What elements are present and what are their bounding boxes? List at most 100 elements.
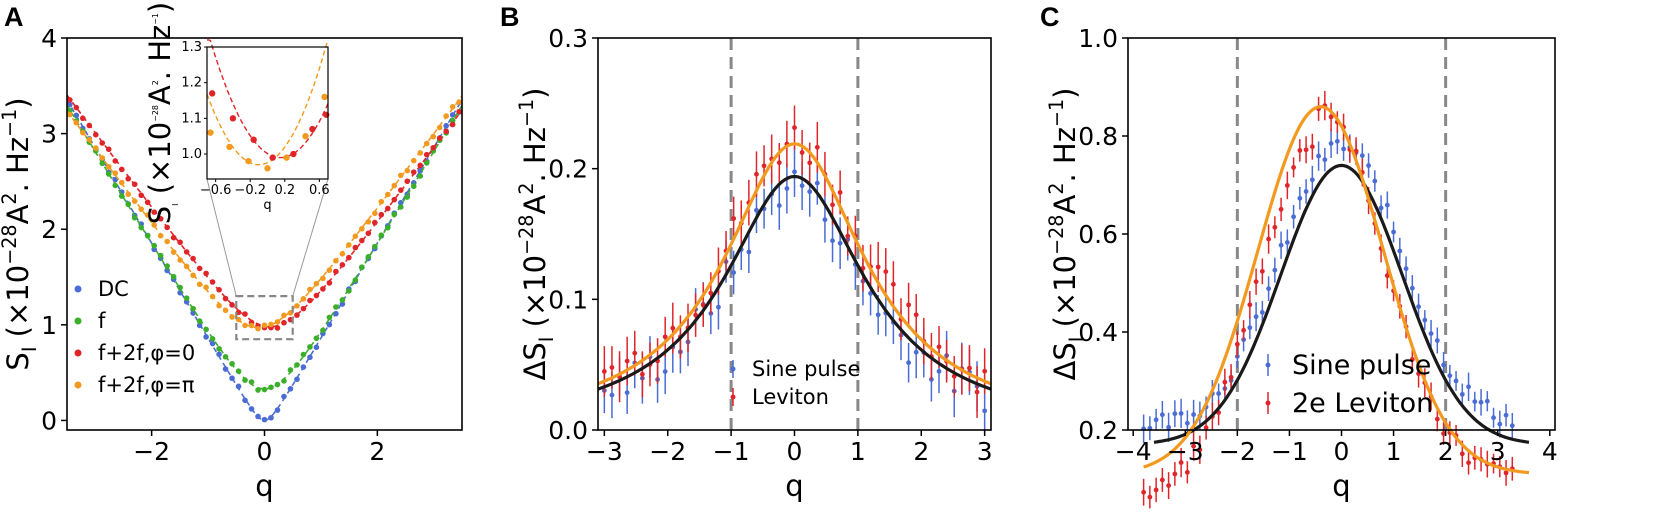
data-point-green: [300, 351, 307, 358]
data-point-green: [326, 314, 333, 321]
data-point-green: [391, 211, 398, 218]
data-point-red: [1284, 182, 1290, 188]
inset-connector: [292, 178, 329, 297]
data-point-orange: [423, 140, 430, 147]
data-point-orange: [73, 119, 80, 126]
data-point-red: [1266, 236, 1271, 242]
inset-point-orange: [245, 157, 252, 165]
data-point-blue: [307, 354, 313, 361]
panel-c-plot-area: [1141, 38, 1530, 509]
data-point-red: [125, 175, 132, 182]
data-point-red: [352, 244, 359, 251]
legend-label: Sine pulse: [752, 357, 860, 381]
data-point-blue: [792, 169, 797, 175]
data-point-blue: [1416, 304, 1421, 310]
data-point-green: [294, 362, 300, 368]
data-point-red: [1159, 477, 1165, 483]
data-point-orange: [365, 219, 372, 225]
data-point-blue: [906, 360, 911, 366]
data-point-red: [300, 305, 307, 312]
data-point-green: [417, 173, 424, 179]
data-point-green: [131, 214, 138, 221]
data-point-red: [708, 290, 714, 296]
data-point-orange: [384, 191, 391, 198]
data-point-green: [242, 377, 248, 383]
data-point-blue: [830, 238, 835, 244]
data-point-red: [67, 97, 73, 103]
inset-bg: [207, 47, 328, 179]
data-point-green: [112, 182, 119, 189]
data-point-orange: [131, 198, 138, 204]
data-point-red: [164, 224, 170, 231]
a-ytick-label: 0: [41, 406, 57, 435]
data-point-red: [423, 151, 430, 158]
data-point-red: [982, 368, 988, 374]
data-point-green: [359, 264, 365, 270]
data-point-blue: [1166, 424, 1172, 430]
b-ytick-label: 0.1: [548, 285, 588, 314]
data-point-orange: [229, 314, 235, 320]
data-point-blue: [982, 408, 988, 414]
legend-marker-blue: [74, 285, 82, 293]
data-point-orange: [410, 157, 417, 164]
data-point-orange: [281, 312, 287, 319]
data-point-blue: [1409, 285, 1415, 291]
inset-point-orange: [321, 93, 328, 101]
data-point-blue: [784, 186, 790, 191]
data-point-green: [125, 201, 132, 208]
inset-xtick-label: −0.2: [234, 183, 266, 198]
data-point-blue: [339, 301, 346, 307]
data-point-red: [1259, 268, 1265, 274]
inset-xtick-label: 0.2: [274, 183, 295, 198]
legend-label: f+2f,φ=0: [98, 341, 195, 365]
data-point-red: [183, 249, 190, 255]
data-point-blue: [209, 340, 216, 347]
inset-point-orange: [207, 129, 214, 136]
data-point-blue: [662, 369, 668, 374]
data-point-orange: [294, 303, 300, 309]
data-point-green: [144, 232, 151, 239]
data-point-red: [443, 128, 450, 135]
data-point-orange: [248, 322, 255, 329]
data-point-red: [313, 292, 320, 299]
data-point-green: [320, 327, 326, 334]
data-point-orange: [125, 191, 132, 198]
a-xtick-label: 0: [257, 437, 273, 466]
legend-marker-orange: [74, 381, 82, 389]
data-point-red: [73, 104, 80, 111]
b-xtick-label: −3: [586, 437, 623, 466]
data-point-orange: [326, 267, 333, 274]
inset-fit-orange: [206, 39, 329, 166]
data-point-red: [397, 187, 404, 193]
data-point-red: [359, 237, 365, 244]
b-xtick-label: 1: [850, 437, 866, 466]
data-point-red: [157, 215, 164, 222]
panel-c-axes: −4 −3 −2 −1 0 1 2 3 4 0.2 0.4 0.6 0.8 1.0 q ΔSI (×10−28…: [1045, 24, 1558, 503]
data-point-red: [830, 202, 835, 208]
data-point-red: [229, 302, 235, 308]
data-point-green: [151, 242, 157, 249]
data-point-red: [1416, 371, 1421, 377]
data-point-green: [164, 263, 170, 269]
inset-y-axis-label: SI (×10−28A2. Hz−1): [143, 2, 180, 225]
panel-letter-c: C: [1040, 2, 1060, 32]
data-point-green: [281, 378, 287, 384]
inset-point-red: [309, 125, 316, 133]
data-point-red: [1147, 494, 1153, 500]
data-point-blue: [248, 406, 255, 412]
data-point-orange: [443, 113, 450, 119]
data-point-green: [346, 288, 352, 294]
data-point-blue: [1403, 266, 1409, 272]
data-point-orange: [242, 322, 248, 329]
data-point-orange: [190, 272, 196, 279]
data-point-blue: [799, 183, 805, 189]
data-point-orange: [274, 319, 281, 325]
legend-label: Sine pulse: [1292, 350, 1431, 381]
data-point-blue: [274, 407, 281, 413]
data-point-blue: [1453, 378, 1459, 384]
data-point-orange: [378, 198, 385, 205]
data-point-orange: [67, 111, 73, 118]
inset-xtick-label: −0.6: [200, 183, 232, 198]
data-point-blue: [222, 366, 229, 372]
data-point-green: [449, 117, 456, 124]
